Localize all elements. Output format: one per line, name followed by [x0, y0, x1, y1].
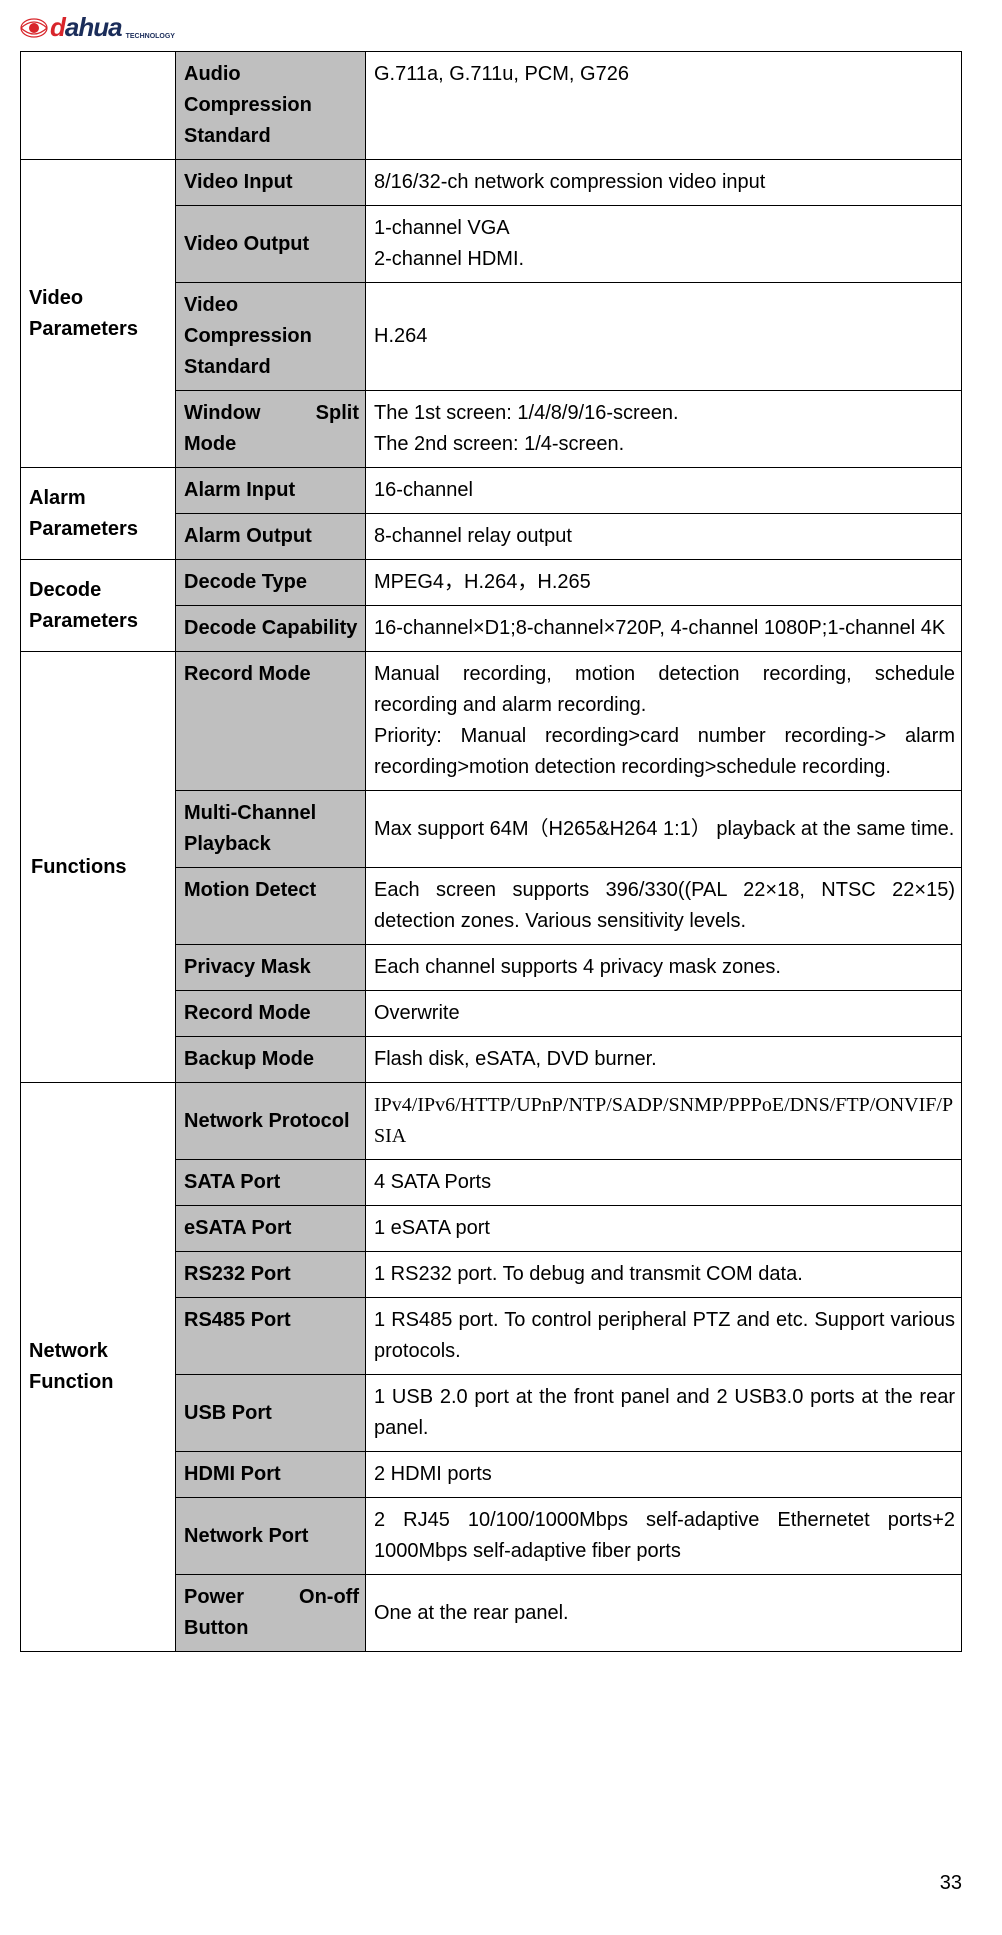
category-network-function: Network Function [21, 1083, 176, 1652]
param-label: Record Mode [176, 652, 366, 791]
param-label: Video Output [176, 206, 366, 283]
param-value: G.711a, G.711u, PCM, G726 [366, 52, 962, 160]
param-value: H.264 [366, 283, 962, 391]
param-value: 1 USB 2.0 port at the front panel and 2 … [366, 1375, 962, 1452]
category-video-params: Video Parameters [21, 160, 176, 468]
logo-subtitle: TECHNOLOGY [126, 33, 175, 40]
page-number: 33 [20, 1872, 962, 1895]
param-label: Record Mode [176, 991, 366, 1037]
param-value: Flash disk, eSATA, DVD burner. [366, 1037, 962, 1083]
param-value: 8-channel relay output [366, 514, 962, 560]
param-label: Multi-Channel Playback [176, 791, 366, 868]
param-label: PowerOn-off Button [176, 1575, 366, 1652]
param-label: Video Input [176, 160, 366, 206]
param-label: Privacy Mask [176, 945, 366, 991]
param-label: RS232 Port [176, 1252, 366, 1298]
param-label: Motion Detect [176, 868, 366, 945]
param-value: 16-channel×D1;8-channel×720P, 4-channel … [366, 606, 962, 652]
param-value: 8/16/32-ch network compression video inp… [366, 160, 962, 206]
param-value: 1 RS232 port. To debug and transmit COM … [366, 1252, 962, 1298]
param-label: Decode Capability [176, 606, 366, 652]
param-value: 1 RS485 port. To control peripheral PTZ … [366, 1298, 962, 1375]
param-value: 2 HDMI ports [366, 1452, 962, 1498]
param-value: 2 RJ45 10/100/1000Mbps self-adaptive Eth… [366, 1498, 962, 1575]
category-empty [21, 52, 176, 160]
param-value: The 1st screen: 1/4/8/9/16-screen.The 2n… [366, 391, 962, 468]
logo-text: dahua [50, 12, 122, 43]
logo-eye-icon [20, 16, 48, 40]
param-label: Backup Mode [176, 1037, 366, 1083]
spec-table: Audio Compression Standard G.711a, G.711… [20, 51, 962, 1652]
param-label: Decode Type [176, 560, 366, 606]
param-value: IPv4/IPv6/HTTP/UPnP/NTP/SADP/SNMP/PPPoE/… [366, 1083, 962, 1160]
param-label: WindowSplit Mode [176, 391, 366, 468]
param-label: eSATA Port [176, 1206, 366, 1252]
param-label: Alarm Output [176, 514, 366, 560]
param-value: Manual recording, motion detection recor… [366, 652, 962, 791]
param-value: Overwrite [366, 991, 962, 1037]
param-value: Each channel supports 4 privacy mask zon… [366, 945, 962, 991]
logo-d: d [50, 12, 65, 43]
logo-ahua: ahua [65, 12, 122, 43]
param-value: 1 eSATA port [366, 1206, 962, 1252]
param-label: HDMI Port [176, 1452, 366, 1498]
param-label: Alarm Input [176, 468, 366, 514]
category-alarm-params: Alarm Parameters [21, 468, 176, 560]
param-value: 1-channel VGA2-channel HDMI. [366, 206, 962, 283]
param-value: 4 SATA Ports [366, 1160, 962, 1206]
param-value: 16-channel [366, 468, 962, 514]
category-decode-params: Decode Parameters [21, 560, 176, 652]
param-value: One at the rear panel. [366, 1575, 962, 1652]
param-label: Video Compression Standard [176, 283, 366, 391]
param-value: Each screen supports 396/330((PAL 22×18,… [366, 868, 962, 945]
param-label: SATA Port [176, 1160, 366, 1206]
param-label: RS485 Port [176, 1298, 366, 1375]
param-value: MPEG4，H.264，H.265 [366, 560, 962, 606]
category-functions: Functions [21, 652, 176, 1083]
brand-logo: dahua TECHNOLOGY [20, 12, 962, 43]
param-label: USB Port [176, 1375, 366, 1452]
param-label: Network Port [176, 1498, 366, 1575]
param-label: Audio Compression Standard [176, 52, 366, 160]
param-label: Network Protocol [176, 1083, 366, 1160]
param-value: Max support 64M（H265&H264 1:1） playback … [366, 791, 962, 868]
